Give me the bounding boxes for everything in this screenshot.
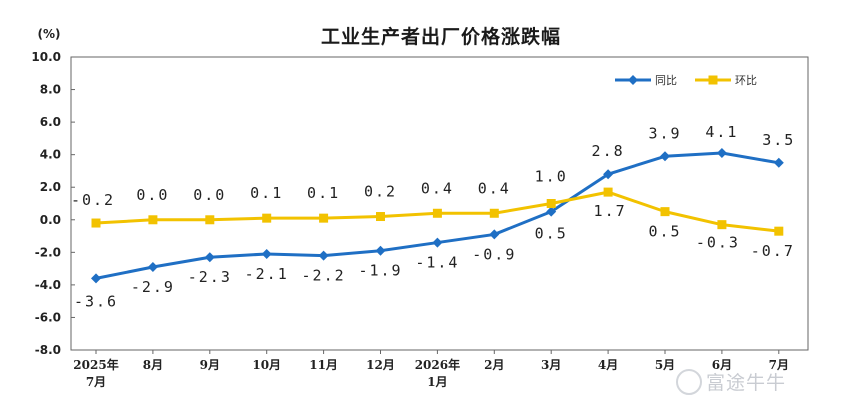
data-point-yoy — [716, 148, 727, 159]
y-axis-unit: (%) — [38, 27, 61, 41]
data-point-mom — [432, 208, 442, 218]
y-tick-label: 8.0 — [40, 83, 61, 97]
data-label-yoy: -3.6 — [74, 292, 118, 310]
data-point-mom — [262, 213, 272, 223]
data-point-yoy — [489, 229, 500, 240]
data-point-mom — [774, 226, 784, 236]
x-tick-label: 7月 — [86, 375, 106, 389]
data-label-yoy: -2.1 — [245, 265, 289, 283]
y-tick-label: 2.0 — [40, 180, 61, 194]
data-label-mom: 0.4 — [421, 179, 454, 197]
y-tick-label: 10.0 — [31, 50, 61, 64]
data-point-yoy — [375, 245, 386, 256]
data-label-mom: 0.5 — [648, 223, 681, 241]
data-point-mom — [660, 207, 670, 217]
data-point-mom — [603, 187, 613, 197]
legend-label-yoy: 同比 — [655, 74, 677, 87]
x-tick-label: 3月 — [541, 358, 561, 372]
data-label-mom: 0.1 — [307, 184, 340, 202]
data-label-yoy: 0.5 — [535, 225, 568, 243]
data-point-mom — [717, 220, 727, 230]
data-point-mom — [205, 215, 215, 225]
data-label-yoy: 3.9 — [648, 124, 681, 142]
x-tick-label: 11月 — [309, 358, 338, 372]
data-point-yoy — [546, 206, 557, 217]
x-tick-label: 10月 — [252, 358, 281, 372]
data-point-mom — [148, 215, 158, 225]
data-label-mom: 1.0 — [535, 168, 568, 186]
x-tick-label: 8月 — [143, 358, 163, 372]
chart-title: 工业生产者出厂价格涨跌幅 — [321, 25, 561, 48]
data-label-mom: 0.1 — [250, 184, 283, 202]
x-tick-label: 4月 — [598, 358, 618, 372]
data-point-yoy — [660, 151, 670, 162]
data-point-yoy — [603, 169, 614, 180]
x-tick-label: 9月 — [200, 358, 220, 372]
y-tick-label: 6.0 — [40, 115, 61, 129]
data-label-mom: -0.2 — [71, 191, 115, 209]
legend-marker-mom — [708, 75, 718, 85]
y-tick-label: -6.0 — [35, 310, 61, 324]
data-point-mom — [91, 218, 101, 228]
watermark-text: 富途牛牛 — [706, 372, 787, 394]
data-label-yoy: -2.3 — [188, 268, 232, 286]
y-tick-label: -8.0 — [35, 343, 61, 357]
data-label-mom: 0.0 — [193, 186, 226, 204]
x-tick-label: 2月 — [484, 358, 504, 372]
data-label-mom: -0.3 — [696, 234, 740, 252]
y-tick-label: 0.0 — [40, 213, 61, 227]
x-tick-label: 5月 — [655, 358, 675, 372]
x-tick-label: 1月 — [427, 375, 447, 389]
data-label-yoy: 3.5 — [762, 131, 795, 149]
data-label-yoy: -1.9 — [358, 262, 402, 280]
data-label-yoy: 4.1 — [705, 123, 738, 141]
x-tick-label: 7月 — [769, 358, 789, 372]
data-label-mom: -0.7 — [751, 242, 795, 260]
x-tick-label: 6月 — [712, 358, 732, 372]
data-point-yoy — [318, 250, 329, 261]
data-point-mom — [489, 208, 499, 218]
x-tick-label: 2026年 — [415, 357, 460, 372]
plot-frame — [70, 56, 809, 351]
data-point-mom — [376, 212, 385, 222]
futu-logo-icon — [676, 368, 702, 395]
data-label-yoy: -1.4 — [415, 254, 459, 272]
data-label-mom: 0.4 — [478, 179, 511, 197]
x-tick-label: 2025年 — [73, 357, 118, 372]
data-point-yoy — [91, 273, 101, 284]
data-label-yoy: 2.8 — [592, 142, 625, 160]
data-label-mom: 0.0 — [136, 186, 169, 204]
data-point-mom — [319, 213, 329, 223]
data-label-yoy: -2.9 — [131, 278, 175, 296]
data-label-yoy: -2.2 — [302, 267, 346, 285]
legend-label-mom: 环比 — [735, 74, 757, 87]
data-point-yoy — [147, 261, 158, 272]
watermark: 富途牛牛 — [676, 368, 786, 397]
data-point-yoy — [432, 237, 443, 248]
y-tick-label: -4.0 — [35, 278, 61, 292]
data-label-mom: 0.2 — [364, 183, 397, 201]
data-label-mom: 1.7 — [594, 202, 627, 220]
x-tick-label: 12月 — [366, 358, 395, 372]
data-label-yoy: -0.9 — [472, 245, 516, 263]
y-tick-label: -2.0 — [35, 245, 61, 259]
data-point-mom — [546, 199, 556, 208]
data-point-yoy — [773, 157, 784, 168]
data-point-yoy — [261, 248, 272, 259]
legend-marker-yoy — [628, 75, 638, 85]
data-point-yoy — [204, 252, 215, 263]
y-tick-label: 4.0 — [40, 148, 61, 162]
